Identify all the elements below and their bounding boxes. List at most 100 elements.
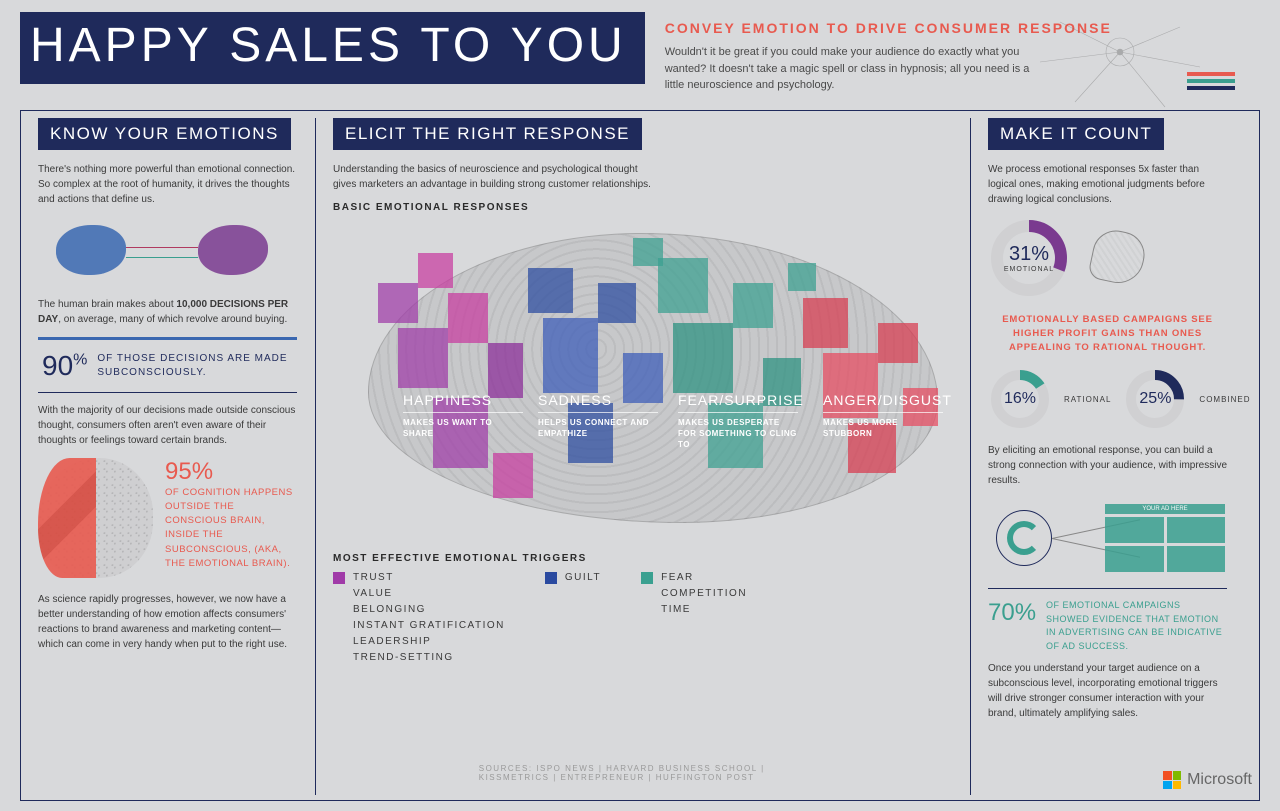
trigger-label: GUILT xyxy=(565,572,601,583)
emotion-desc: HELPS US CONNECT AND EMPATHIZE xyxy=(538,417,658,439)
trigger-label: VALUE xyxy=(353,588,393,599)
trigger-color-icon xyxy=(333,572,345,584)
brain-pixel xyxy=(803,298,848,348)
trigger-label: FEAR xyxy=(661,572,694,583)
stat-90: 90% OF THOSE DECISIONS ARE MADE SUBCONSC… xyxy=(38,337,297,393)
trigger-color-icon xyxy=(333,620,345,632)
section-heading-mid: ELICIT THE RIGHT RESPONSE xyxy=(333,118,642,150)
left-p3: With the majority of our decisions made … xyxy=(38,403,297,448)
emotion-card: HAPPINESS MAKES US WANT TO SHARE xyxy=(403,388,523,443)
trigger-column: GUILT xyxy=(545,572,601,664)
triggers-list: TRUST VALUE BELONGING INSTANT GRATIFICATION… xyxy=(333,572,952,664)
emotion-card: ANGER/DISGUST MAKES US MORE STUBBORN xyxy=(823,388,943,443)
trigger-item: FEAR xyxy=(641,572,747,584)
brain-pixel xyxy=(658,258,708,313)
microsoft-logo-icon xyxy=(1163,771,1181,789)
brain-pixel xyxy=(733,283,773,328)
donut-combined-label: COMBINED xyxy=(1199,395,1250,404)
trigger-column: TRUST VALUE BELONGING INSTANT GRATIFICATION… xyxy=(333,572,505,664)
donut-rational-label: RATIONAL xyxy=(1064,395,1111,404)
trigger-item: LEADERSHIP xyxy=(333,636,505,648)
brain-pixel xyxy=(673,323,733,393)
trigger-label: COMPETITION xyxy=(661,588,747,599)
mini-brains-diagram xyxy=(38,217,297,287)
trigger-color-icon xyxy=(545,572,557,584)
header: HAPPY SALES TO YOU CONVEY EMOTION TO DRI… xyxy=(20,12,1260,94)
brain-pixel xyxy=(528,268,573,313)
trigger-color-icon xyxy=(641,604,653,616)
trigger-color-icon xyxy=(641,572,653,584)
donut-row-small: 16% RATIONAL 25% COMBINED xyxy=(988,367,1227,431)
microsoft-logo: Microsoft xyxy=(1163,771,1252,789)
left-p2: The human brain makes about 10,000 DECIS… xyxy=(38,297,297,327)
stat-70: 70% OF EMOTIONAL CAMPAIGNS SHOWED EVIDEN… xyxy=(988,588,1227,653)
label-triggers: MOST EFFECTIVE EMOTIONAL TRIGGERS xyxy=(333,553,952,564)
emotion-desc: MAKES US MORE STUBBORN xyxy=(823,417,943,439)
brain-pixel xyxy=(398,328,448,388)
emotion-title: ANGER/DISGUST xyxy=(823,392,943,413)
trigger-item: GUILT xyxy=(545,572,601,584)
trigger-item: BELONGING xyxy=(333,604,505,616)
main-title: HAPPY SALES TO YOU xyxy=(30,22,627,70)
trigger-color-icon xyxy=(333,588,345,600)
emotion-card: FEAR/SURPRISE MAKES US DESPERATE FOR SOME… xyxy=(678,388,798,455)
brain-pixel xyxy=(598,283,636,323)
trigger-item: TRUST xyxy=(333,572,505,584)
emotion-title: HAPPINESS xyxy=(403,392,523,413)
trigger-label: TIME xyxy=(661,604,691,615)
right-p2: By eliciting an emotional response, you … xyxy=(988,443,1227,488)
brain-pixel xyxy=(788,263,816,291)
section-heading-right: MAKE IT COUNT xyxy=(988,118,1164,150)
header-desc: Wouldn't it be great if you could make y… xyxy=(665,44,1045,94)
column-elicit-response: ELICIT THE RIGHT RESPONSE Understanding … xyxy=(315,108,970,788)
mid-p1: Understanding the basics of neuroscience… xyxy=(333,162,653,192)
trigger-color-icon xyxy=(641,588,653,600)
stat-70-pct: 70% xyxy=(988,599,1036,627)
trigger-item: VALUE xyxy=(333,588,505,600)
trigger-column: FEAR COMPETITION TIME xyxy=(641,572,747,664)
column-know-emotions: KNOW YOUR EMOTIONS There's nothing more … xyxy=(20,108,315,788)
trigger-label: LEADERSHIP xyxy=(353,636,431,647)
emotion-title: FEAR/SURPRISE xyxy=(678,392,798,413)
half-brain-icon xyxy=(38,458,153,578)
stat-95: 95% OF COGNITION HAPPENS OUTSIDE THE CON… xyxy=(38,458,297,578)
emotion-desc: MAKES US DESPERATE FOR SOMETHING TO CLIN… xyxy=(678,417,798,451)
brain-diagram: HAPPINESSMAKES US WANT TO SHARESADNESSHE… xyxy=(333,223,952,533)
column-make-it-count: MAKE IT COUNT We process emotional respo… xyxy=(970,108,1245,788)
stat-90-pct: 90% xyxy=(42,350,87,382)
trigger-item: INSTANT GRATIFICATION xyxy=(333,620,505,632)
left-p1: There's nothing more powerful than emoti… xyxy=(38,162,297,207)
heart-icon xyxy=(1082,223,1152,293)
stat-95-pct: 95% xyxy=(165,458,295,486)
donut-combined: 25% xyxy=(1123,367,1187,431)
brain-pixel xyxy=(493,453,533,498)
trigger-item: COMPETITION xyxy=(641,588,747,600)
brain-pixel xyxy=(448,293,488,343)
red-banner: EMOTIONALLY BASED CAMPAIGNS SEE HIGHER P… xyxy=(988,313,1227,356)
brain-pixel xyxy=(378,283,418,323)
right-p3: Once you understand your target audience… xyxy=(988,661,1227,721)
brain-pixel xyxy=(878,323,918,363)
trigger-label: BELONGING xyxy=(353,604,426,615)
microsoft-logo-text: Microsoft xyxy=(1187,771,1252,789)
emotion-desc: MAKES US WANT TO SHARE xyxy=(403,417,523,439)
trigger-color-icon xyxy=(333,636,345,648)
eye-ad-diagram: YOUR AD HERE xyxy=(988,498,1227,578)
section-heading-left: KNOW YOUR EMOTIONS xyxy=(38,118,291,150)
left-p4: As science rapidly progresses, however, … xyxy=(38,592,297,652)
trigger-label: TREND-SETTING xyxy=(353,652,454,663)
trigger-color-icon xyxy=(333,604,345,616)
trigger-item: TREND-SETTING xyxy=(333,652,505,664)
trigger-color-icon xyxy=(333,652,345,664)
brain-pixel xyxy=(633,238,663,266)
stat-70-label: OF EMOTIONAL CAMPAIGNS SHOWED EVIDENCE T… xyxy=(1046,599,1227,653)
neuron-decoration xyxy=(1000,7,1220,117)
donut-rational: 16% xyxy=(988,367,1052,431)
brain-pixel xyxy=(418,253,453,288)
sources-text: SOURCES: ISPO NEWS | HARVARD BUSINESS SC… xyxy=(479,764,807,782)
trigger-label: INSTANT GRATIFICATION xyxy=(353,620,505,631)
brain-pixel-overlay xyxy=(333,223,952,533)
stat-95-label: OF COGNITION HAPPENS OUTSIDE THE CONSCIO… xyxy=(165,486,295,572)
right-p1: We process emotional responses 5x faster… xyxy=(988,162,1227,207)
stat-90-label: OF THOSE DECISIONS ARE MADE SUBCONSCIOUS… xyxy=(97,352,293,380)
